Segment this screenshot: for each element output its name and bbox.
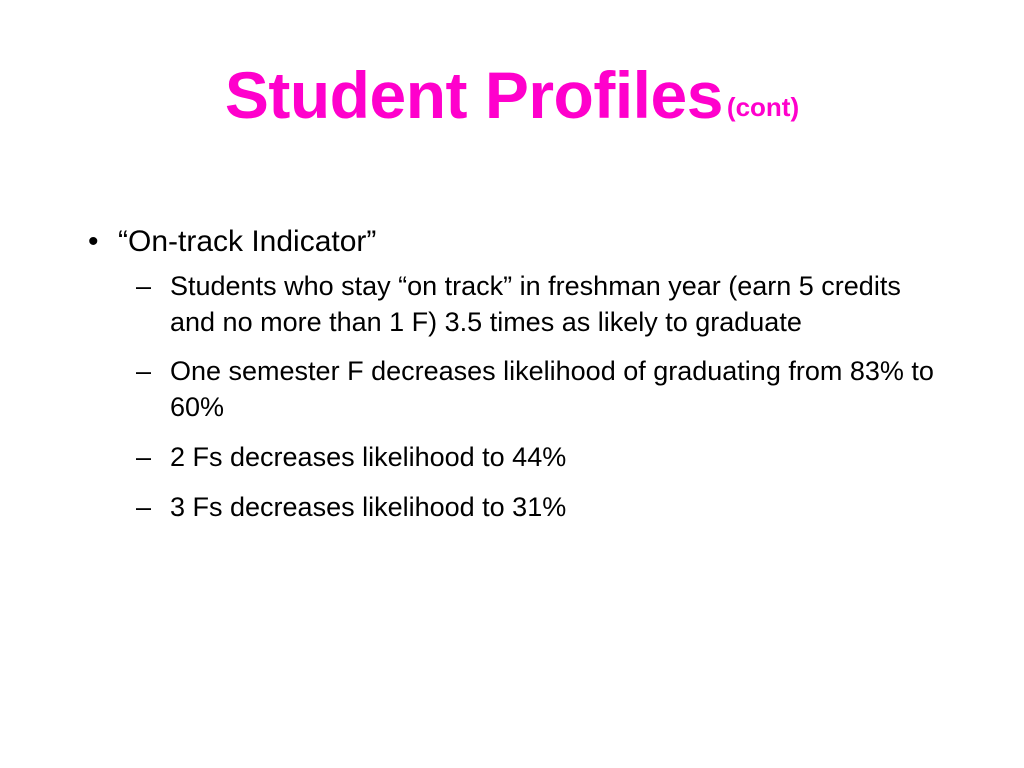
list-item: – 3 Fs decreases likelihood to 31% [136,490,938,526]
page-title-continuation-label: (cont) [726,92,800,122]
list-item-label: 3 Fs decreases likelihood to 31% [170,492,567,523]
list-item-label: “On-track Indicator” [118,225,377,258]
list-item: – 2 Fs decreases likelihood to 44% [136,440,938,476]
bullet-dash-icon: – [136,492,152,523]
list-item-label: 2 Fs decreases likelihood to 44% [170,442,567,473]
page-title: Student Profiles (cont) [0,62,1024,128]
list-item: • “On-track Indicator” [84,224,964,261]
list-item: – Students who stay “on track” in freshm… [136,269,938,341]
list-item-label: Students who stay “on track” in freshman… [170,270,901,337]
sub-bullet-list: – Students who stay “on track” in freshm… [84,269,964,526]
list-item-label: One semester F decreases likelihood of g… [170,356,934,423]
bullet-dash-icon: – [136,270,152,301]
bullet-dash-icon: – [136,356,152,387]
page-title-main: Student Profiles [224,58,724,132]
list-item: – One semester F decreases likelihood of… [136,354,938,426]
bullet-dash-icon: – [136,442,152,473]
bullet-list: • “On-track Indicator” – Students who st… [84,224,964,526]
bullet-dot-icon: • [88,225,99,258]
